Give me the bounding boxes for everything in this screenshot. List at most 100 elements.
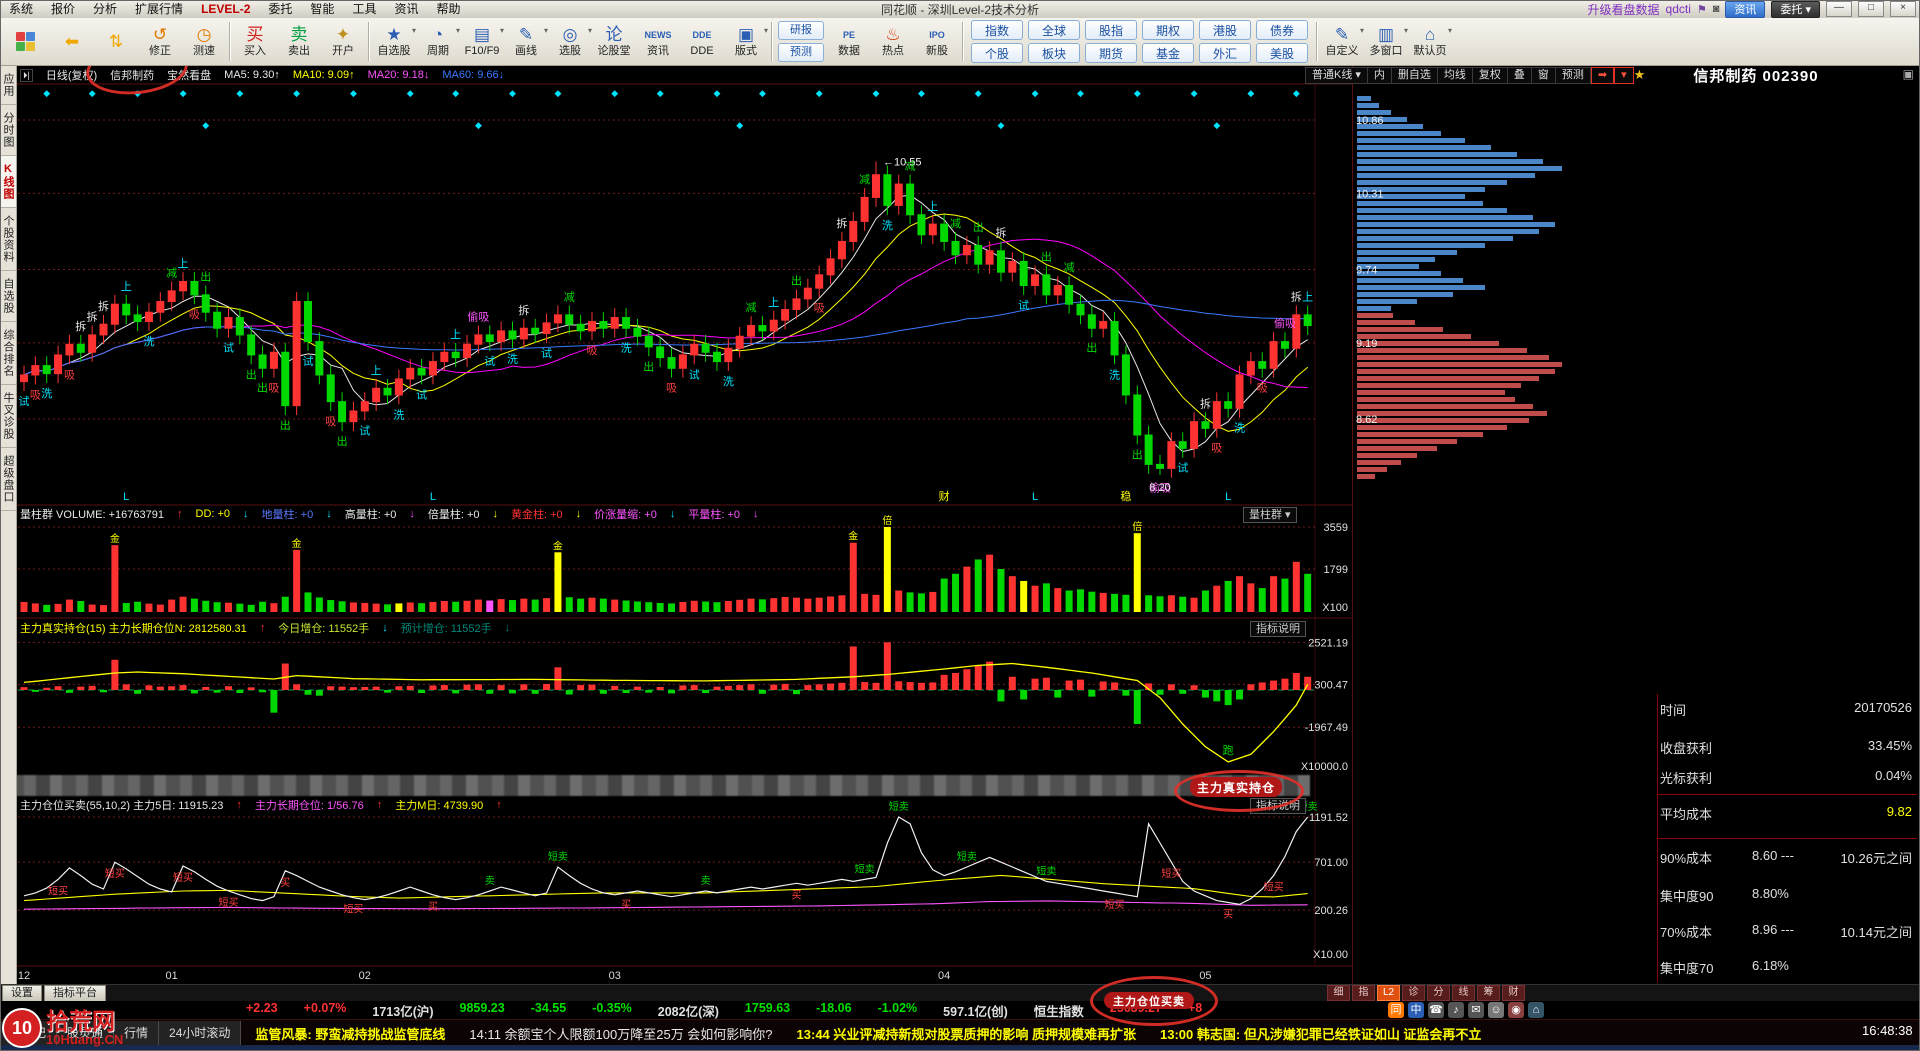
nav-button-外汇[interactable]: 外汇 xyxy=(1199,43,1251,63)
header-control-窗[interactable]: 窗 xyxy=(1531,67,1556,84)
toolbar-button-论股堂[interactable]: 论论股堂 xyxy=(592,18,636,65)
menu-item-工具[interactable]: 工具 xyxy=(352,2,377,16)
news-button[interactable]: 资讯 xyxy=(1725,0,1766,18)
notification-icon[interactable]: ⚑ xyxy=(1696,3,1707,16)
upgrade-link[interactable]: 升级看盘数据 xyxy=(1587,2,1660,17)
nav-button-指数[interactable]: 指数 xyxy=(971,20,1023,40)
restore-button[interactable]: □ xyxy=(1858,1,1884,17)
menu-item-帮助[interactable]: 帮助 xyxy=(436,2,461,16)
toolbar-button-多窗口[interactable]: ▥ ▾ 多窗口 xyxy=(1364,18,1409,65)
tray-icon[interactable]: 同 xyxy=(1388,1002,1404,1018)
skin-icon[interactable]: ◙ xyxy=(1712,3,1720,15)
news-item[interactable]: 监管风暴: 野蛮减持挑战监管底线 xyxy=(255,1026,446,1042)
header-control-删自选[interactable]: 删自选 xyxy=(1391,67,1438,84)
toolbar-button-周期[interactable]: ◔ ▾ 周期 xyxy=(416,18,460,65)
bottom-tab-设置[interactable]: 设置 xyxy=(2,985,42,1002)
nav-button-期权[interactable]: 期权 xyxy=(1142,20,1194,40)
news-item[interactable]: 13:44 兴业评减持新规对股票质押的影响 质押规模难再扩张 xyxy=(796,1026,1137,1042)
mini-tab-L2[interactable]: L2 xyxy=(1377,985,1400,1001)
toolbar-button-研报[interactable]: 研报 xyxy=(778,21,824,40)
ticker-tab-股灵通[interactable]: 股灵通 xyxy=(57,1021,115,1045)
sidebar-tab-个股资料[interactable]: 个股资料 xyxy=(0,208,16,271)
sidebar-tab-自选股[interactable]: 自选股 xyxy=(0,271,16,322)
toolbar-button-卖出[interactable]: 卖卖出 xyxy=(277,18,321,65)
header-control-内[interactable]: 内 xyxy=(1367,67,1392,84)
toolbar-button-icon[interactable]: ⬅ xyxy=(50,18,94,65)
toolbar-button-版式[interactable]: ▣ ▾ 版式 xyxy=(724,18,768,65)
nav-button-美股[interactable]: 美股 xyxy=(1256,43,1308,63)
mini-tab-筹[interactable]: 筹 xyxy=(1477,985,1500,1001)
header-control-复权[interactable]: 复权 xyxy=(1472,67,1508,84)
tray-icon[interactable]: ♪ xyxy=(1448,1002,1464,1018)
toolbar-button-自选股[interactable]: ★ ▾ 自选股 xyxy=(372,18,417,65)
collapse-icon[interactable]: ⏵| xyxy=(20,68,33,82)
header-control-▾[interactable]: ▾ xyxy=(1614,67,1634,84)
mini-tab-分[interactable]: 分 xyxy=(1427,985,1450,1001)
nav-button-板块[interactable]: 板块 xyxy=(1028,43,1080,63)
bottom-tab-指标平台[interactable]: 指标平台 xyxy=(44,985,106,1002)
nav-button-股指[interactable]: 股指 xyxy=(1085,20,1137,40)
tray-icon[interactable]: ◉ xyxy=(1508,1002,1524,1018)
nav-button-港股[interactable]: 港股 xyxy=(1199,20,1251,40)
menu-item-分析[interactable]: 分析 xyxy=(93,2,118,16)
toolbar-button-修正[interactable]: ↺ 修正 xyxy=(138,18,182,65)
mini-tab-线[interactable]: 线 xyxy=(1452,985,1475,1001)
menu-item-LEVEL-2[interactable]: LEVEL-2 xyxy=(201,2,251,16)
sidebar-tab-综合排名[interactable]: 综合排名 xyxy=(0,322,16,385)
menu-item-委托[interactable]: 委托 xyxy=(268,2,293,16)
nav-button-期货[interactable]: 期货 xyxy=(1085,43,1137,63)
mini-tab-指[interactable]: 指 xyxy=(1352,985,1375,1001)
header-control-普通K线[interactable]: 普通K线 ▾ xyxy=(1305,67,1368,84)
menu-item-报价[interactable]: 报价 xyxy=(51,2,76,16)
panel-tool-icon[interactable]: ▣ xyxy=(1902,67,1914,81)
menu-item-智能[interactable]: 智能 xyxy=(310,2,335,16)
toolbar-button-买入[interactable]: 买买入 xyxy=(233,18,277,65)
nav-button-全球[interactable]: 全球 xyxy=(1028,20,1080,40)
mini-tab-诊[interactable]: 诊 xyxy=(1402,985,1425,1001)
header-control-➡[interactable]: ➡ xyxy=(1590,67,1615,84)
header-control-均线[interactable]: 均线 xyxy=(1437,67,1473,84)
toolbar-button-预测[interactable]: 预测 xyxy=(778,43,824,62)
mini-tab-财[interactable]: 财 xyxy=(1502,985,1525,1001)
sidebar-tab-牛叉诊股[interactable]: 牛叉诊股 xyxy=(0,385,16,448)
tray-icon[interactable]: 中 xyxy=(1408,1002,1424,1018)
sidebar-tab-应用[interactable]: 应用 xyxy=(0,66,16,105)
toolbar-button-新股[interactable]: IPO 新股 xyxy=(915,18,959,65)
toolbar-button-选股[interactable]: ◎ ▾ 选股 xyxy=(548,18,592,65)
nav-button-个股[interactable]: 个股 xyxy=(971,43,1023,63)
volume-right-label[interactable]: 量柱群 ▾ xyxy=(1243,507,1297,523)
toolbar-button-热点[interactable]: ♨ 热点 xyxy=(871,18,915,65)
tray-icon[interactable]: ✉ xyxy=(1468,1002,1484,1018)
toolbar-button-DDE[interactable]: DDE DDE xyxy=(680,18,724,65)
toolbar-button-icon[interactable]: ⇅ xyxy=(94,18,138,65)
palette-button[interactable] xyxy=(2,18,50,65)
chart-area[interactable] xyxy=(17,66,1352,984)
nav-button-基金[interactable]: 基金 xyxy=(1142,43,1194,63)
trade-button[interactable]: 委托 ▾ xyxy=(1771,0,1820,18)
indicator-help-link[interactable]: 指标说明 xyxy=(1250,621,1306,637)
toolbar-button-默认页[interactable]: ⌂ ▾ 默认页 xyxy=(1408,18,1453,65)
ticker-tab-24小时滚动[interactable]: 24小时滚动 xyxy=(159,1021,242,1045)
menu-item-扩展行情[interactable]: 扩展行情 xyxy=(135,2,184,16)
tray-icon[interactable]: ☺ xyxy=(1488,1002,1504,1018)
toolbar-button-开户[interactable]: ✦ 开户 xyxy=(321,18,365,65)
nav-button-债券[interactable]: 债券 xyxy=(1256,20,1308,40)
news-item[interactable]: 14:11 余额宝个人限额100万降至25万 会如何影响你? xyxy=(469,1026,773,1042)
mini-tab-细[interactable]: 细 xyxy=(1327,985,1350,1001)
toolbar-button-画线[interactable]: ✎ ▾ 画线 xyxy=(504,18,548,65)
menu-item-系统[interactable]: 系统 xyxy=(9,2,34,16)
sidebar-tab-超级盘口[interactable]: 超级盘口 xyxy=(0,448,16,511)
tray-icon[interactable]: ☎ xyxy=(1428,1002,1444,1018)
username[interactable]: qdcti xyxy=(1665,2,1691,16)
header-control-预测[interactable]: 预测 xyxy=(1555,67,1591,84)
ticker-tab-行情[interactable]: 行情 xyxy=(114,1021,160,1045)
close-button[interactable]: × xyxy=(1890,1,1916,17)
toolbar-button-自定义[interactable]: ✎ ▾ 自定义 xyxy=(1320,18,1365,65)
toolbar-button-测速[interactable]: ◷ 测速 xyxy=(182,18,226,65)
toolbar-button-数据[interactable]: PE 数据 xyxy=(827,18,871,65)
sidebar-tab-K线图[interactable]: K线图 xyxy=(0,156,16,208)
tray-icon[interactable]: ⌂ xyxy=(1528,1002,1544,1018)
header-control-叠[interactable]: 叠 xyxy=(1507,67,1532,84)
toolbar-button-F10/F9[interactable]: ▤ ▾ F10/F9 xyxy=(460,18,504,65)
news-item[interactable]: 13:00 韩志国: 但凡涉嫌犯罪已经铁证如山 证监会再不立 xyxy=(1160,1026,1482,1042)
